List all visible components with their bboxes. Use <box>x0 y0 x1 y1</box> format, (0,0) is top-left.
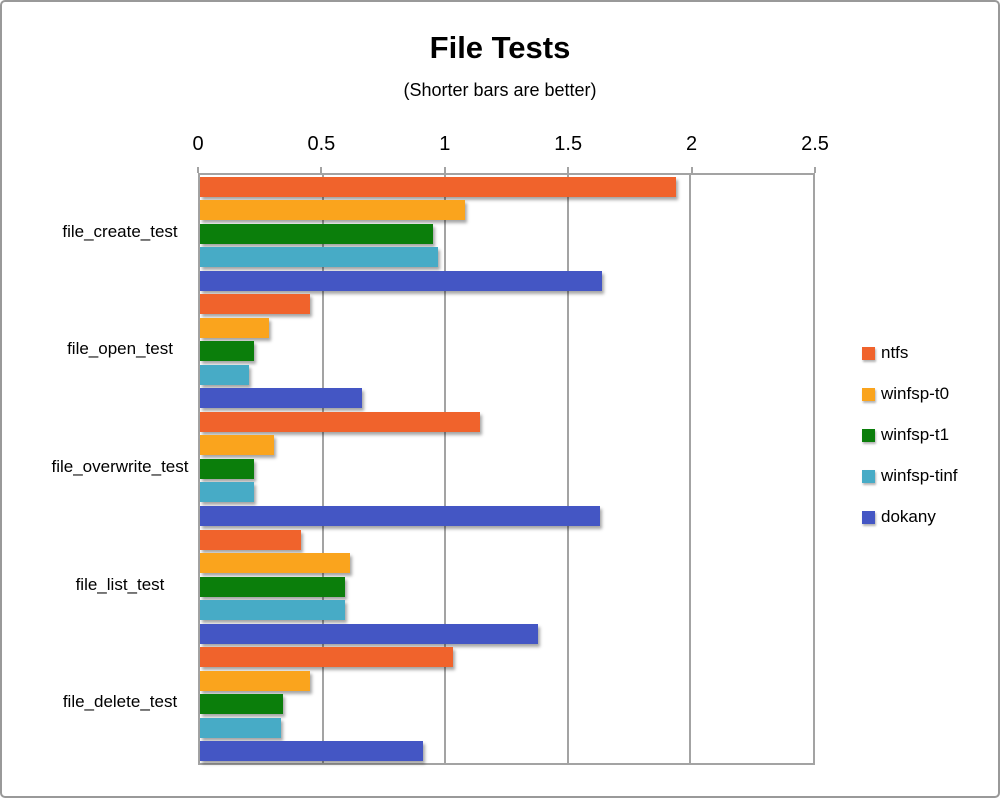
bar-winfsp-tinf-file_open_test <box>200 364 250 385</box>
legend-label-winfsp-t1: winfsp-t1 <box>881 425 950 444</box>
bar-winfsp-t0-file_delete_test <box>200 670 311 691</box>
bar-winfsp-tinf-file_list_test <box>200 600 345 621</box>
bar-ntfs-file_list_test <box>200 529 301 550</box>
x-axis-tick-label: 0 <box>192 133 204 155</box>
chart-title: File Tests <box>429 30 571 65</box>
axis-tick-mark <box>690 167 693 173</box>
legend-item-ntfs: ntfs <box>862 343 958 363</box>
legend-label-winfsp-tinf: winfsp-tinf <box>881 466 958 485</box>
bar-group-file_open_test <box>200 293 813 411</box>
bar-group-file_delete_test <box>200 645 813 763</box>
x-axis-tick-label: 2 <box>686 133 698 155</box>
bar-dokany-file_delete_test <box>200 741 424 762</box>
category-label-file_overwrite_test: file_overwrite_test <box>51 457 189 476</box>
bar-winfsp-t1-file_list_test <box>200 576 345 597</box>
category-label-file_create_test: file_create_test <box>62 221 178 241</box>
bar-winfsp-t1-file_delete_test <box>200 694 284 715</box>
legend-swatch-winfsp-t1 <box>862 428 875 442</box>
legend-label-dokany: dokany <box>881 507 936 526</box>
bar-ntfs-file_open_test <box>200 294 311 315</box>
gridline <box>444 175 447 763</box>
legend-label-ntfs: ntfs <box>881 343 909 362</box>
chart-subtitle: (Shorter bars are better) <box>403 80 597 100</box>
bar-dokany-file_list_test <box>200 623 539 644</box>
axis-tick-mark <box>197 167 199 173</box>
bar-winfsp-t1-file_overwrite_test <box>200 458 254 479</box>
plot-area <box>198 173 815 765</box>
bar-ntfs-file_overwrite_test <box>200 411 480 432</box>
axis-tick-mark <box>814 167 816 173</box>
category-label-file_list_test: file_list_test <box>75 574 165 594</box>
bar-ntfs-file_delete_test <box>200 647 453 668</box>
gridline <box>566 175 569 763</box>
x-axis-tick-label: 1 <box>439 133 451 155</box>
legend-item-winfsp-t1: winfsp-t1 <box>862 425 958 445</box>
legend-swatch-ntfs <box>862 346 875 360</box>
bar-group-file_create_test <box>200 175 813 293</box>
bar-ntfs-file_create_test <box>200 176 676 197</box>
bar-group-file_overwrite_test <box>200 410 813 528</box>
legend-item-dokany: dokany <box>862 507 958 527</box>
legend-label-winfsp-t0: winfsp-t0 <box>881 384 950 403</box>
category-label-file_open_test: file_open_test <box>67 339 173 359</box>
bar-winfsp-t0-file_list_test <box>200 553 350 574</box>
bar-dokany-file_open_test <box>200 388 362 409</box>
axis-tick-mark <box>320 167 323 173</box>
axis-tick-mark <box>443 167 446 173</box>
legend: ntfs winfsp-t0 winfsp-t1 winfsp-tinf dokany <box>862 343 958 548</box>
bar-winfsp-tinf-file_create_test <box>200 247 438 268</box>
x-axis-tick-label: 1.5 <box>554 133 583 155</box>
gridline <box>689 175 692 763</box>
x-axis-tick-label: 0.5 <box>307 133 336 155</box>
category-label-file_delete_test: file_delete_test <box>62 692 178 712</box>
bar-winfsp-t1-file_open_test <box>200 341 254 362</box>
bar-winfsp-t1-file_create_test <box>200 223 433 244</box>
legend-item-winfsp-tinf: winfsp-tinf <box>862 466 958 486</box>
bar-winfsp-tinf-file_delete_test <box>200 717 281 738</box>
bar-dokany-file_create_test <box>200 270 603 291</box>
bar-dokany-file_overwrite_test <box>200 505 600 526</box>
bar-winfsp-t0-file_create_test <box>200 200 465 221</box>
axis-tick-mark <box>567 167 570 173</box>
legend-swatch-winfsp-t0 <box>862 387 875 401</box>
bar-winfsp-t0-file_overwrite_test <box>200 435 274 456</box>
x-axis-tick-label: 2.5 <box>801 133 829 155</box>
legend-swatch-winfsp-tinf <box>862 469 875 483</box>
legend-swatch-dokany <box>862 510 875 524</box>
bar-winfsp-tinf-file_overwrite_test <box>200 482 254 503</box>
bar-winfsp-t0-file_open_test <box>200 317 269 338</box>
bar-group-file_list_test <box>200 528 813 646</box>
legend-item-winfsp-t0: winfsp-t0 <box>862 384 958 404</box>
gridline <box>321 175 324 763</box>
